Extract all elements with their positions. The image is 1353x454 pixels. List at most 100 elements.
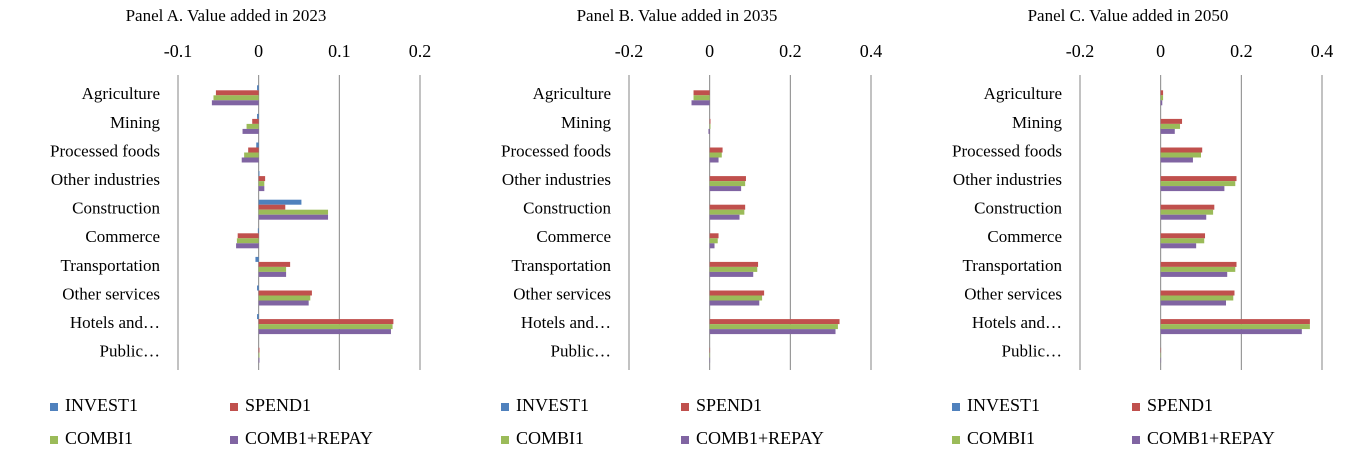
bar (709, 290, 765, 296)
bar (693, 90, 710, 96)
legend-label: INVEST1 (967, 395, 1040, 415)
legend-swatch (1132, 436, 1140, 444)
x-tick-label: 0.1 (328, 41, 351, 61)
bar (258, 290, 312, 296)
bar (1160, 324, 1310, 330)
bar (248, 147, 259, 153)
bar (1160, 181, 1236, 187)
legend-label: COMB1+REPAY (696, 428, 824, 448)
x-tick-label: -0.1 (164, 41, 193, 61)
bar (213, 95, 259, 101)
bar (709, 271, 754, 277)
bar (1160, 319, 1310, 325)
bar (709, 233, 719, 239)
bar (258, 329, 391, 335)
bar (258, 261, 291, 267)
bar (709, 209, 745, 215)
bar (709, 147, 723, 153)
y-tick-label: Agriculture (82, 84, 160, 103)
bar (1160, 157, 1193, 163)
legend-label: SPEND1 (245, 395, 311, 415)
y-tick-label: Other services (513, 284, 611, 303)
bar (236, 238, 259, 244)
y-tick-label: Hotels and… (521, 313, 611, 332)
y-tick-label: Commerce (536, 227, 611, 246)
legend-label: SPEND1 (696, 395, 762, 415)
bar (709, 238, 718, 244)
legend-swatch (681, 436, 689, 444)
y-tick-label: Public… (100, 342, 160, 361)
bar (709, 152, 722, 158)
bar (258, 209, 329, 215)
bar (236, 243, 259, 249)
bar (1160, 243, 1197, 249)
bar (1160, 300, 1227, 306)
legend-label: SPEND1 (1147, 395, 1213, 415)
bar (255, 256, 259, 262)
bar (1160, 271, 1228, 277)
bar (1160, 186, 1225, 192)
bar (258, 319, 394, 325)
bar (1160, 152, 1201, 158)
bar (1160, 128, 1175, 134)
bar (241, 157, 259, 163)
y-tick-label: Agriculture (984, 84, 1062, 103)
y-tick-label: Public… (1002, 342, 1062, 361)
x-tick-label: 0 (1156, 41, 1165, 61)
bar (1160, 261, 1237, 267)
y-tick-label: Other industries (51, 170, 160, 189)
legend-swatch (50, 436, 58, 444)
y-tick-label: Hotels and… (70, 313, 160, 332)
legend-swatch (501, 436, 509, 444)
x-tick-label: 0.4 (860, 41, 883, 61)
bar (708, 128, 710, 134)
bar (257, 228, 259, 234)
y-tick-label: Other services (62, 284, 160, 303)
bar (1160, 100, 1163, 106)
y-tick-label: Commerce (85, 227, 160, 246)
y-tick-label: Other industries (953, 170, 1062, 189)
y-tick-label: Mining (110, 113, 161, 132)
bar (258, 324, 393, 330)
legend-label: COMBI1 (967, 428, 1035, 448)
y-tick-label: Other industries (502, 170, 611, 189)
legend-label: COMB1+REPAY (1147, 428, 1275, 448)
y-tick-label: Construction (974, 199, 1062, 218)
x-tick-label: -0.2 (615, 41, 644, 61)
legend-swatch (952, 403, 960, 411)
bar (1160, 295, 1234, 301)
bar (258, 347, 260, 353)
y-tick-label: Agriculture (533, 84, 611, 103)
y-tick-label: Construction (523, 199, 611, 218)
bar (244, 152, 259, 158)
bar (1160, 329, 1302, 335)
legend-label: COMB1+REPAY (245, 428, 373, 448)
bar (1160, 266, 1236, 272)
bar (215, 90, 259, 96)
bar (1160, 147, 1203, 153)
legend-swatch (230, 436, 238, 444)
bar (709, 261, 759, 267)
panel-title: Panel C. Value added in 2050 (1028, 6, 1229, 25)
bar (258, 266, 287, 272)
legend-swatch (681, 403, 689, 411)
bar (258, 171, 260, 177)
bar (258, 352, 260, 358)
panel-title: Panel B. Value added in 2035 (577, 6, 778, 25)
legend-swatch (501, 403, 509, 411)
legend-label: COMBI1 (65, 428, 133, 448)
bar (691, 100, 710, 106)
bar (1160, 204, 1215, 210)
bar (709, 176, 746, 182)
bar (693, 95, 710, 101)
x-tick-label: 0 (705, 41, 714, 61)
y-tick-label: Commerce (987, 227, 1062, 246)
y-tick-label: Public… (551, 342, 611, 361)
y-tick-label: Processed foods (501, 141, 611, 160)
bar (256, 142, 259, 148)
bar (1160, 233, 1206, 239)
bar (709, 204, 746, 210)
x-tick-label: 0.4 (1311, 41, 1334, 61)
bar (258, 295, 311, 301)
